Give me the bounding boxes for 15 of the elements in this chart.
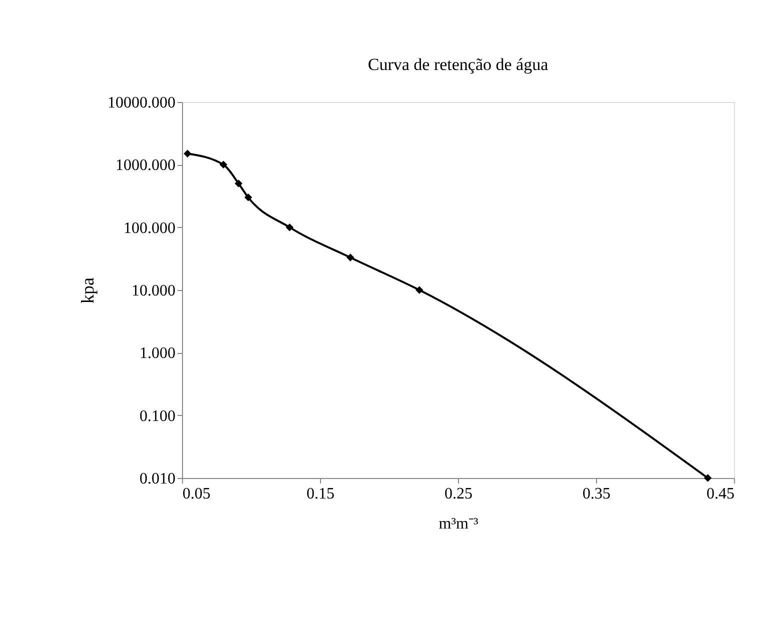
y-tick-label: 10.000 (132, 282, 176, 300)
y-tick-label: 1000.000 (116, 157, 176, 174)
y-tick-label: 10000.000 (108, 94, 176, 112)
x-tick-label: 0.35 (582, 486, 610, 502)
chart-title: Curva de retenção de água (368, 55, 549, 74)
y-tick-label: 100.000 (124, 220, 176, 237)
x-tick-label: 0.25 (444, 486, 472, 502)
x-axis-title: m³m⁻³ (438, 516, 478, 532)
y-tick-label: 0.010 (140, 470, 176, 488)
x-tick-label: 0.05 (182, 486, 210, 502)
y-tick-label: 1.000 (140, 345, 176, 362)
x-tick-label: 0.45 (706, 486, 734, 502)
y-axis-title: kpa (78, 278, 98, 304)
y-tick-label: 0.100 (140, 408, 176, 425)
x-tick-label: 0.15 (306, 486, 334, 502)
